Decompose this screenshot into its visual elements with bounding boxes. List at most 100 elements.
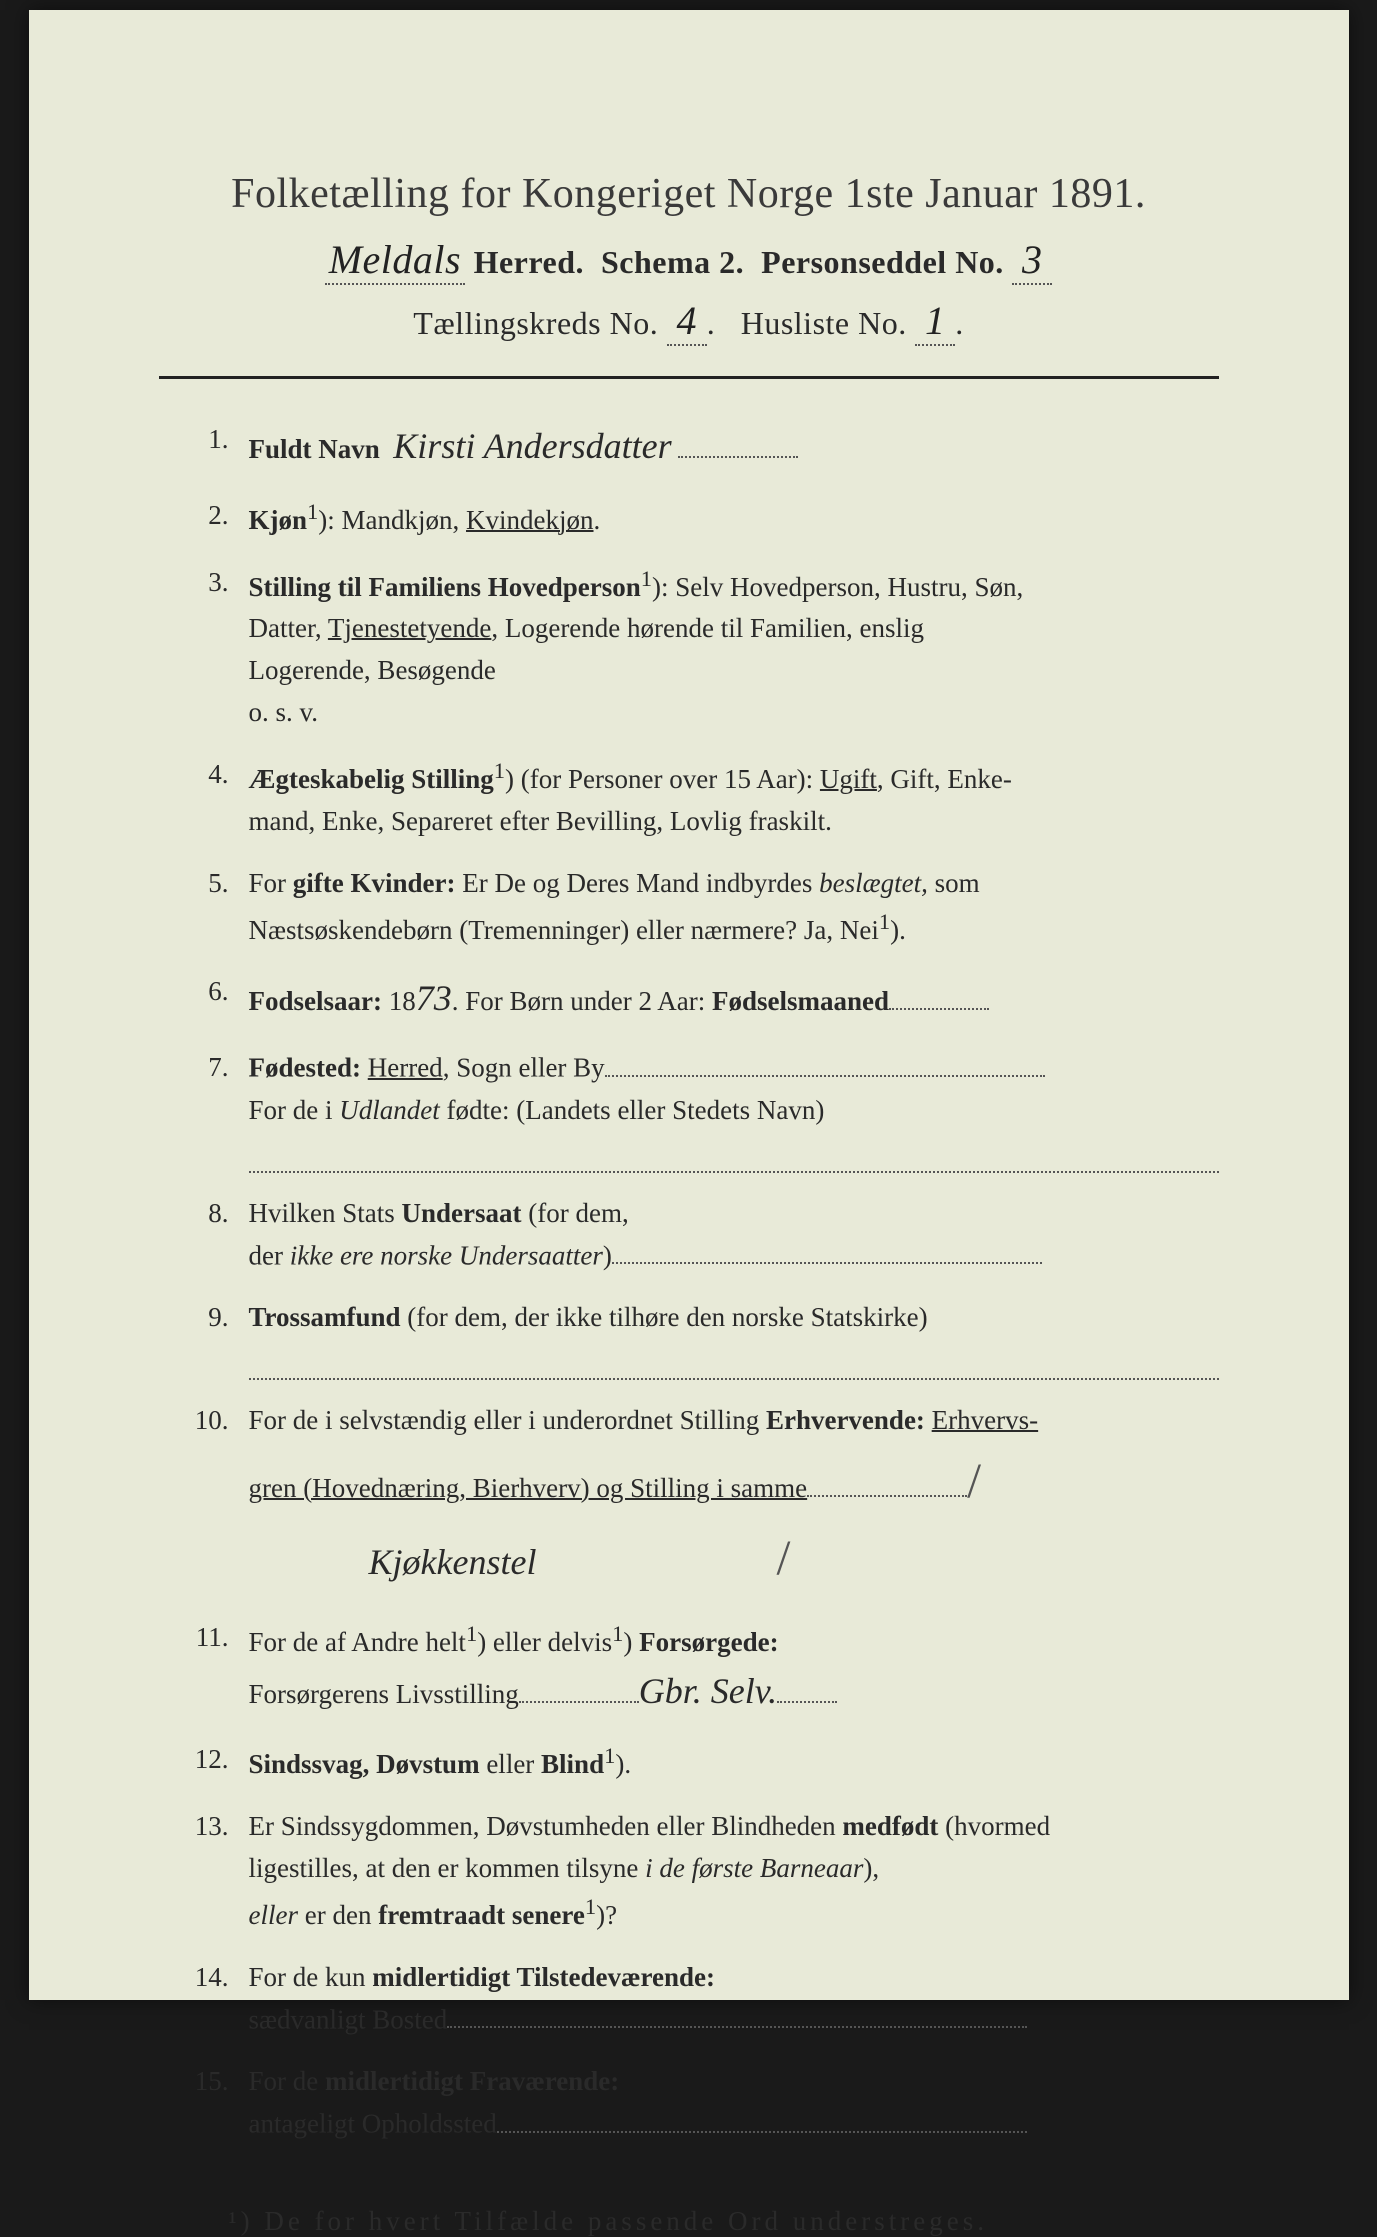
herred-label: Herred. bbox=[474, 244, 584, 280]
item-num: 8. bbox=[179, 1193, 249, 1277]
text: Logerende, Besøgende bbox=[249, 655, 496, 685]
form-items: 1. Fuldt Navn Kirsti Andersdatter 2. Kjø… bbox=[159, 419, 1219, 2146]
text: ): Mandkjøn, bbox=[318, 505, 466, 535]
dotfill bbox=[889, 981, 989, 1011]
label-gifte: gifte Kvinder: bbox=[293, 868, 456, 898]
text: o. s. v. bbox=[249, 697, 319, 727]
header-row-2: Tællingskreds No. 4. Husliste No. 1. bbox=[159, 297, 1219, 346]
herred-handwritten: Meldals bbox=[325, 236, 465, 285]
label-fodested: Fødested: bbox=[249, 1053, 361, 1083]
item-num: 3. bbox=[179, 562, 249, 734]
text bbox=[925, 1405, 932, 1435]
text: ): Selv Hovedperson, Hustru, Søn, bbox=[652, 572, 1023, 602]
item-num: 6. bbox=[179, 971, 249, 1027]
kreds-label: Tællingskreds No. bbox=[413, 305, 658, 341]
item-9: 9. Trossamfund (for dem, der ikke tilhør… bbox=[179, 1297, 1219, 1380]
divider-rule bbox=[159, 376, 1219, 379]
header-row-1: Meldals Herred. Schema 2. Personseddel N… bbox=[159, 236, 1219, 285]
text: 18 bbox=[382, 986, 416, 1016]
footnote: ¹) De for hvert Tilfælde passende Ord un… bbox=[159, 2206, 1219, 2237]
beslægtet-italic: beslægtet, bbox=[819, 868, 928, 898]
item-num: 4. bbox=[179, 754, 249, 843]
slash-mark: / bbox=[536, 1529, 790, 1585]
occupation-handwritten: Kjøkkenstel bbox=[249, 1542, 537, 1582]
footnote-ref: 1 bbox=[585, 1894, 596, 1919]
item-4: 4. Ægteskabelig Stilling1) (for Personer… bbox=[179, 754, 1219, 843]
form-title: Folketælling for Kongeriget Norge 1ste J… bbox=[159, 170, 1219, 218]
text: . For Børn under 2 Aar: bbox=[452, 986, 712, 1016]
census-form-page: Folketælling for Kongeriget Norge 1ste J… bbox=[29, 10, 1349, 2000]
text: (hvormed bbox=[938, 1811, 1050, 1841]
label-trossamfund: Trossamfund bbox=[249, 1302, 401, 1332]
barneaar-italic: i de første Barneaar bbox=[645, 1853, 863, 1883]
label-fodselsaar: Fodselsaar: bbox=[249, 986, 382, 1016]
text: For de bbox=[249, 2066, 326, 2096]
item-num: 11. bbox=[179, 1617, 249, 1720]
text: , Gift, Enke- bbox=[877, 764, 1012, 794]
footnote-ref: 1 bbox=[612, 1621, 623, 1646]
footnote-ref: 1 bbox=[641, 566, 652, 591]
text: Er De og Deres Mand indbyrdes bbox=[455, 868, 819, 898]
slash-mark: / bbox=[967, 1452, 981, 1508]
dotline bbox=[249, 1345, 1219, 1380]
text: For de kun bbox=[249, 1962, 373, 1992]
text: Næstsøskendebørn (Tremenninger) eller næ… bbox=[249, 915, 879, 945]
personseddel-label: Personseddel No. bbox=[761, 244, 1004, 280]
text: ) (for Personer over 15 Aar): bbox=[505, 764, 820, 794]
udlandet-italic: Udlandet bbox=[339, 1095, 440, 1125]
footnote-ref: 1 bbox=[307, 499, 318, 524]
item-num: 5. bbox=[179, 863, 249, 952]
text: (for dem, bbox=[522, 1198, 629, 1228]
label-fuldt-navn: Fuldt Navn bbox=[249, 434, 380, 464]
text: , Logerende hørende til Familien, enslig bbox=[491, 613, 924, 643]
label-tilstedevaerende: midlertidigt Tilstedeværende: bbox=[372, 1962, 715, 1992]
footnote-ref: 1 bbox=[879, 909, 890, 934]
forsorger-handwritten: Gbr. Selv. bbox=[639, 1671, 777, 1711]
item-7: 7. Fødested: Herred, Sogn eller By For d… bbox=[179, 1047, 1219, 1172]
ugift-underlined: Ugift bbox=[820, 764, 877, 794]
text: Forsørgerens Livsstilling bbox=[249, 1679, 519, 1709]
item-num: 12. bbox=[179, 1739, 249, 1786]
item-12: 12. Sindssvag, Døvstum eller Blind1). bbox=[179, 1739, 1219, 1786]
text: ). bbox=[890, 915, 906, 945]
schema-label: Schema 2. bbox=[601, 244, 744, 280]
dotfill bbox=[447, 1999, 1027, 2029]
dotfill bbox=[807, 1467, 967, 1497]
item-13: 13. Er Sindssygdommen, Døvstumheden elle… bbox=[179, 1806, 1219, 1937]
footnote-ref: 1 bbox=[604, 1743, 615, 1768]
dotfill bbox=[497, 2103, 1027, 2133]
text: ) bbox=[603, 1240, 612, 1270]
item-1: 1. Fuldt Navn Kirsti Andersdatter bbox=[179, 419, 1219, 475]
text: er den bbox=[298, 1900, 378, 1930]
label-forsorgede: Forsørgede: bbox=[639, 1627, 778, 1657]
label-erhvervende: Erhvervende: bbox=[766, 1405, 925, 1435]
text: mand, Enke, Separeret efter Bevilling, L… bbox=[249, 806, 832, 836]
text: For de af Andre helt bbox=[249, 1627, 466, 1657]
text: Hvilken Stats bbox=[249, 1198, 402, 1228]
label-sindssvag: Sindssvag, Døvstum bbox=[249, 1749, 480, 1779]
text: eller bbox=[480, 1749, 541, 1779]
text: For bbox=[249, 868, 293, 898]
text: ligestilles, at den er kommen tilsyne bbox=[249, 1853, 646, 1883]
label-fremtraadt: fremtraadt senere bbox=[378, 1900, 585, 1930]
personseddel-no: 3 bbox=[1012, 236, 1052, 285]
item-10: 10. For de i selvstændig eller i underor… bbox=[179, 1400, 1219, 1597]
item-num: 15. bbox=[179, 2061, 249, 2145]
erhvervs-underlined: Erhvervs- bbox=[932, 1405, 1038, 1435]
label-medfodt: medfødt bbox=[842, 1811, 938, 1841]
label-fodselsmaaned: Fødselsmaaned bbox=[712, 986, 889, 1016]
label-fravaerende: midlertidigt Fraværende: bbox=[325, 2066, 619, 2096]
husliste-no: 1 bbox=[915, 297, 955, 346]
text: , Sogn eller By bbox=[443, 1053, 605, 1083]
item-14: 14. For de kun midlertidigt Tilstedevære… bbox=[179, 1957, 1219, 2041]
text: ) bbox=[623, 1627, 639, 1657]
dotline bbox=[249, 1138, 1219, 1173]
footnote-ref: 1 bbox=[466, 1621, 477, 1646]
text: antageligt Opholdssted bbox=[249, 2109, 497, 2139]
label-aegte: Ægteskabelig Stilling bbox=[249, 764, 494, 794]
label-blind: Blind bbox=[541, 1749, 604, 1779]
item-num: 2. bbox=[179, 495, 249, 542]
item-15: 15. For de midlertidigt Fraværende: anta… bbox=[179, 2061, 1219, 2145]
dotfill bbox=[678, 428, 798, 458]
item-8: 8. Hvilken Stats Undersaat (for dem, der… bbox=[179, 1193, 1219, 1277]
